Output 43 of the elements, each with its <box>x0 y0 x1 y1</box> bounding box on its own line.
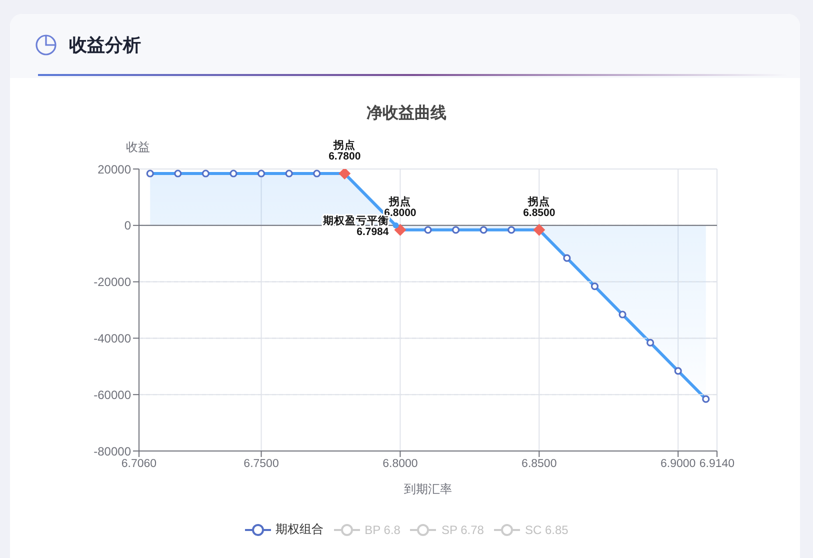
chart-subtitle: 净收益曲线 <box>366 104 448 124</box>
x-tick-label: 6.8000 <box>382 458 418 470</box>
annotation: 拐点 6.7800 <box>328 138 361 163</box>
chart-title: 收益分析 <box>69 34 141 57</box>
annotation: 拐点 6.8500 <box>523 194 556 219</box>
y-tick-label: -40000 <box>94 331 132 346</box>
point <box>563 254 571 262</box>
y-tick-label: 20000 <box>98 162 132 176</box>
point <box>424 226 432 234</box>
point <box>202 170 210 178</box>
legend-label: 期权组合 <box>276 521 324 538</box>
x-tick-label: 6.8500 <box>522 458 557 470</box>
point <box>285 170 293 178</box>
x-axis-title: 到期汇率 <box>403 481 453 498</box>
y-tick-label: -60000 <box>94 388 132 402</box>
legend-label: SP 6.78 <box>441 522 484 536</box>
point <box>230 170 238 178</box>
point <box>618 310 626 318</box>
point <box>480 226 488 234</box>
legend-label: SC 6.85 <box>524 522 568 536</box>
point <box>452 226 460 234</box>
x-tick-label: 6.9140 <box>699 458 735 470</box>
point <box>313 170 321 178</box>
point <box>146 170 154 178</box>
y-tick-label: -20000 <box>94 275 132 290</box>
y-tick-label: -80000 <box>94 444 132 458</box>
y-tick-label: 0 <box>124 218 132 233</box>
y-axis-title: 收益 <box>126 139 150 156</box>
point <box>338 169 351 180</box>
point <box>533 224 546 236</box>
point <box>702 395 710 403</box>
legend-label: BP 6.8 <box>364 522 400 536</box>
x-tick-label: 6.7500 <box>244 458 279 470</box>
x-tick-label: 6.7060 <box>121 458 157 470</box>
x-tick-label: 6.9000 <box>660 458 696 470</box>
point <box>508 226 516 234</box>
point <box>392 222 399 228</box>
point <box>674 367 682 375</box>
point <box>257 170 266 178</box>
point <box>590 282 599 290</box>
point <box>394 224 406 236</box>
point <box>646 338 654 347</box>
point <box>174 170 182 178</box>
